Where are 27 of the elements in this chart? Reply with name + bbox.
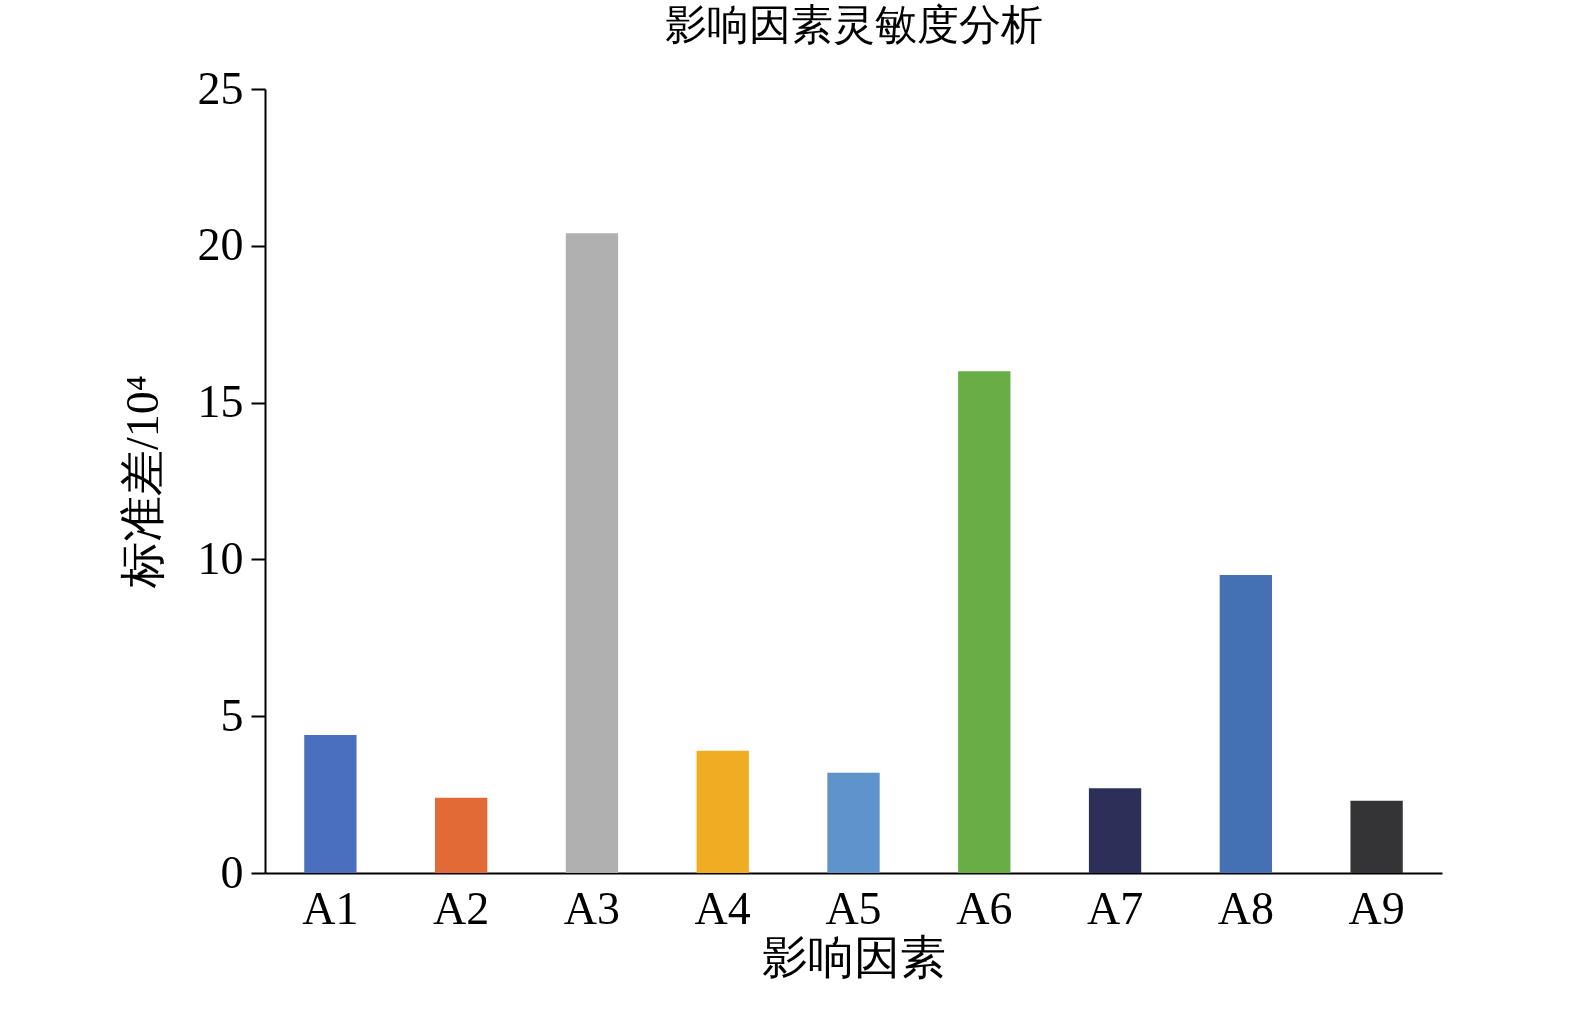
- bar: [827, 772, 880, 873]
- chart-title: 影响因素灵敏度分析: [664, 2, 1043, 48]
- bar: [304, 735, 357, 873]
- y-axis-title: 标准差/10⁴: [116, 375, 168, 589]
- bar: [1219, 575, 1272, 873]
- bar: [696, 750, 749, 873]
- x-axis-title: 影响因素: [762, 931, 946, 983]
- x-tick-label: A4: [694, 882, 751, 934]
- x-tick-label: A2: [433, 882, 490, 934]
- y-tick-label: 25: [197, 62, 244, 114]
- bar: [958, 371, 1011, 873]
- x-tick-label: A3: [563, 882, 621, 934]
- x-tick-label: A1: [302, 882, 359, 934]
- bar: [1350, 800, 1403, 873]
- bar: [565, 233, 619, 873]
- x-tick-label: A5: [825, 882, 882, 934]
- x-tick-label: A7: [1086, 882, 1144, 934]
- bar: [435, 797, 488, 873]
- y-tick-label: 20: [197, 219, 244, 271]
- y-tick-label: 0: [220, 846, 244, 898]
- bar: [1088, 788, 1142, 873]
- x-tick-label: A9: [1348, 882, 1405, 934]
- y-tick-label: 5: [220, 689, 244, 741]
- y-tick-label: 15: [197, 376, 244, 428]
- x-tick-label: A6: [956, 882, 1013, 934]
- y-tick-label: 10: [197, 532, 244, 584]
- x-tick-label: A8: [1217, 882, 1274, 934]
